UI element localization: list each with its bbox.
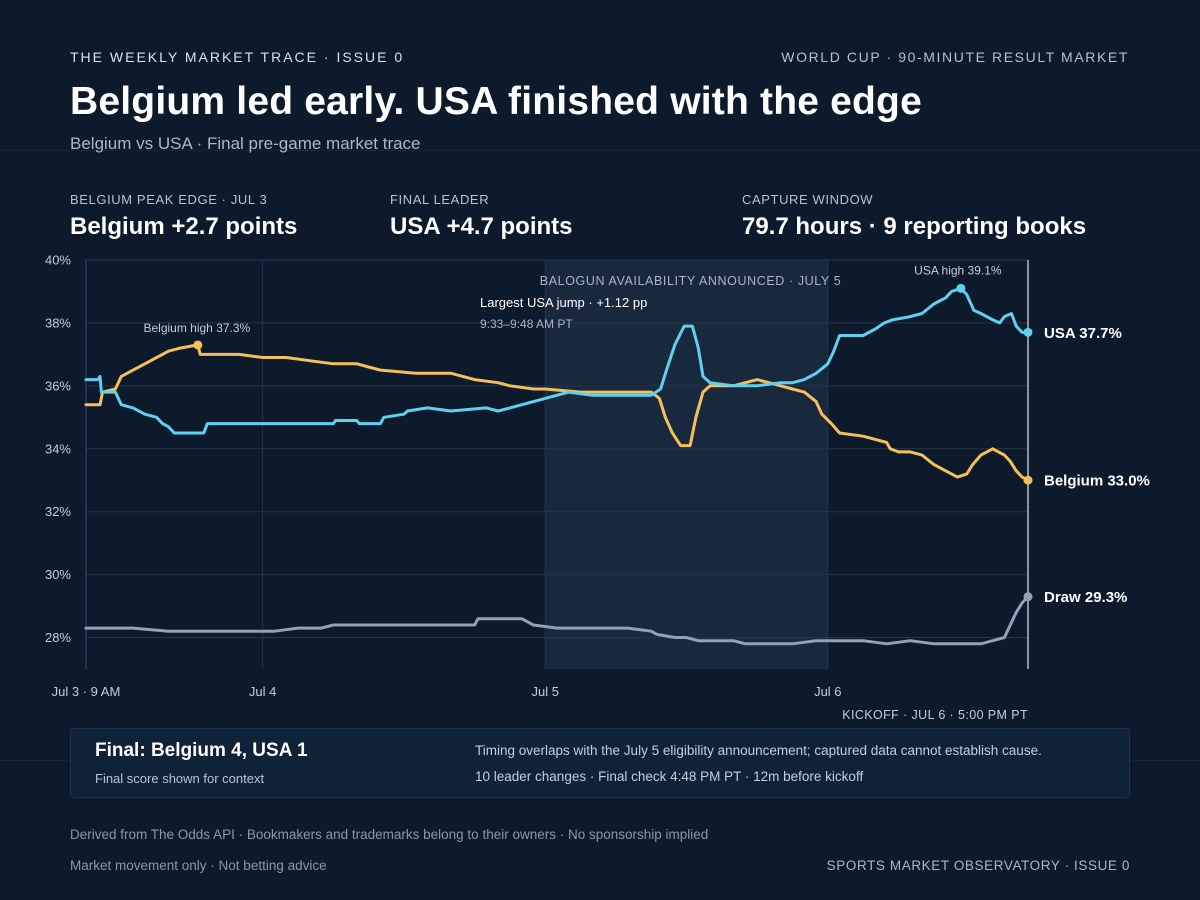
- x-tick-label: Jul 4: [249, 684, 276, 699]
- disclaimer: Market movement only · Not betting advic…: [70, 858, 327, 873]
- event-region-label: BALOGUN AVAILABILITY ANNOUNCED · JULY 5: [540, 274, 842, 288]
- stat-value: Belgium +2.7 points: [70, 213, 298, 240]
- publisher-credit: SPORTS MARKET OBSERVATORY · ISSUE 0: [826, 858, 1130, 873]
- y-tick-label: 36%: [45, 378, 71, 393]
- y-tick-label: 28%: [45, 630, 71, 645]
- series-line-belgium: [84, 343, 1030, 482]
- header-divider: [0, 150, 1200, 151]
- event-region: [545, 260, 828, 669]
- x-tick-label: Jul 6: [814, 684, 841, 699]
- series-line-usa: [84, 286, 1030, 435]
- final-score-caption: Final score shown for context: [95, 771, 265, 786]
- page-subtitle: Belgium vs USA · Final pre-game market t…: [70, 134, 421, 153]
- end-marker-usa: [1023, 327, 1033, 337]
- y-tick-label: 38%: [45, 315, 71, 330]
- y-tick-label: 30%: [45, 567, 71, 582]
- issue-kicker: THE WEEKLY MARKET TRACE · ISSUE 0: [70, 49, 405, 65]
- source-credit: Derived from The Odds API · Bookmakers a…: [70, 827, 709, 842]
- usa-high-label: USA high 39.1%: [914, 263, 1002, 277]
- stat-value: USA +4.7 points: [390, 213, 573, 240]
- page-title: Belgium led early. USA finished with the…: [70, 80, 922, 123]
- stat-belgium-peak: BELGIUM PEAK EDGE · JUL 3 Belgium +2.7 p…: [70, 192, 297, 241]
- stat-value: 79.7 hours · 9 reporting books: [742, 213, 1087, 240]
- end-label-usa: USA 37.7%: [1044, 325, 1122, 342]
- end-label-draw: Draw 29.3%: [1044, 589, 1127, 606]
- end-marker-draw: [1023, 592, 1033, 602]
- kickoff-label: KICKOFF · JUL 6 · 5:00 PM PT: [842, 708, 1028, 722]
- y-tick-label: 32%: [45, 504, 71, 519]
- jump-annotation-time: 9:33–9:48 AM PT: [480, 317, 573, 331]
- end-marker-belgium: [1023, 475, 1033, 485]
- timing-note: Timing overlaps with the July 5 eligibil…: [475, 743, 1042, 758]
- belgium-high-label: Belgium high 37.3%: [143, 321, 250, 335]
- y-tick-label: 40%: [45, 253, 71, 268]
- final-score: Final: Belgium 4, USA 1: [95, 740, 308, 761]
- end-label-belgium: Belgium 33.0%: [1044, 473, 1150, 490]
- x-tick-label: Jul 5: [531, 684, 558, 699]
- belgium-high-marker: [193, 340, 203, 350]
- market-kicker: WORLD CUP · 90-MINUTE RESULT MARKET: [781, 49, 1129, 65]
- stat-capture-window: CAPTURE WINDOW 79.7 hours · 9 reporting …: [742, 192, 1086, 241]
- y-tick-label: 34%: [45, 441, 71, 456]
- result-note: Final: Belgium 4, USA 1 Final score show…: [70, 728, 1130, 798]
- x-tick-label: Jul 3 · 9 AM: [52, 684, 121, 699]
- stat-label: CAPTURE WINDOW: [742, 192, 874, 207]
- stat-label: BELGIUM PEAK EDGE · JUL 3: [70, 192, 268, 207]
- usa-high-marker: [956, 283, 966, 293]
- stat-final-leader: FINAL LEADER USA +4.7 points: [390, 192, 572, 241]
- stat-label: FINAL LEADER: [390, 192, 490, 207]
- series-line-draw: [84, 595, 1030, 646]
- jump-annotation-title: Largest USA jump · +1.12 pp: [480, 295, 647, 310]
- leader-changes-note: 10 leader changes · Final check 4:48 PM …: [475, 769, 864, 784]
